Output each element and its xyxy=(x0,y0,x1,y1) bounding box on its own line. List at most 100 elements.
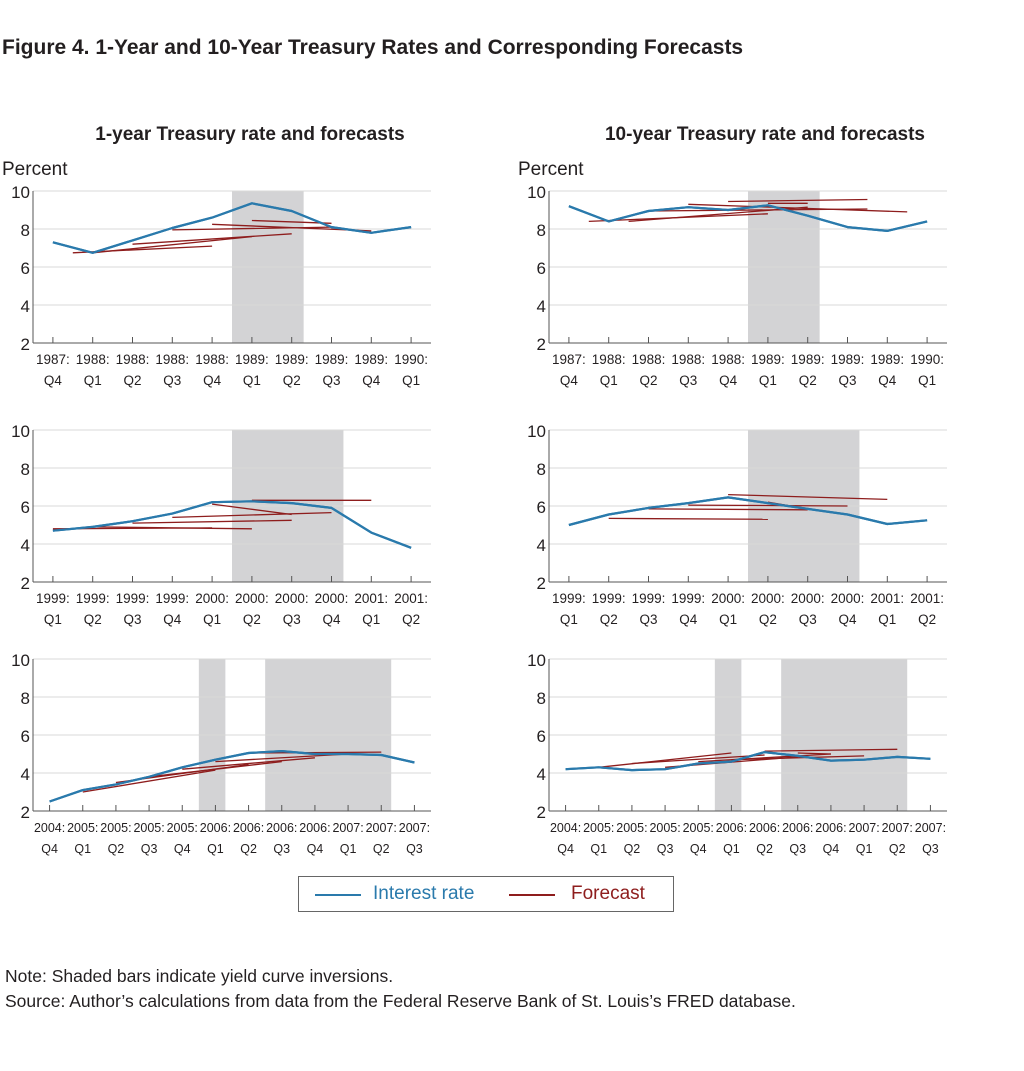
forecast-line xyxy=(212,503,292,516)
x-tick-label-year: 1987: xyxy=(36,352,70,367)
x-tick-label-year: 1999: xyxy=(116,591,150,606)
x-tick-label-year: 1988: xyxy=(592,352,626,367)
forecast-line xyxy=(92,235,252,254)
y-axis-label: Percent xyxy=(2,159,68,180)
x-tick-label-quarter: Q4 xyxy=(878,373,897,388)
forecast-line xyxy=(764,748,898,752)
x-tick-label-quarter: Q3 xyxy=(163,373,181,388)
x-tick-label-year: 2001: xyxy=(910,591,944,606)
x-tick-label-quarter: Q1 xyxy=(723,842,740,856)
x-tick-label-quarter: Q1 xyxy=(856,842,873,856)
x-tick-label-quarter: Q1 xyxy=(74,842,91,856)
y-tick-label: 4 xyxy=(21,297,30,316)
y-tick-label: 6 xyxy=(21,498,30,517)
x-tick-label-quarter: Q2 xyxy=(240,842,257,856)
x-tick-label-quarter: Q1 xyxy=(560,612,578,627)
x-tick-label-year: 2000: xyxy=(235,591,269,606)
x-tick-label-year: 2004: xyxy=(34,821,65,835)
interest-rate-line-top xyxy=(568,204,928,232)
y-tick-label: 2 xyxy=(537,335,546,354)
x-tick-label-quarter: Q3 xyxy=(141,842,158,856)
y-tick-label: 10 xyxy=(11,651,30,670)
x-tick-label-year: 2005: xyxy=(67,821,98,835)
notes: Note: Shaded bars indicate yield curve i… xyxy=(5,964,796,1014)
x-tick-label-quarter: Q2 xyxy=(918,612,936,627)
y-tick-label: 8 xyxy=(537,460,546,479)
x-tick-label-year: 2006: xyxy=(782,821,813,835)
x-tick-label-quarter: Q4 xyxy=(362,373,381,388)
x-tick-label-quarter: Q4 xyxy=(679,612,698,627)
y-tick-label: 4 xyxy=(537,536,546,555)
x-tick-label-year: 1989: xyxy=(235,352,269,367)
x-tick-label-quarter: Q3 xyxy=(838,373,856,388)
x-tick-label-year: 2006: xyxy=(815,821,846,835)
x-tick-label-year: 2007: xyxy=(332,821,363,835)
x-tick-label-quarter: Q1 xyxy=(759,373,777,388)
x-tick-label-year: 2007: xyxy=(399,821,430,835)
x-tick-label-quarter: Q1 xyxy=(84,373,102,388)
x-tick-label-year: 1989: xyxy=(870,352,904,367)
x-tick-label-quarter: Q2 xyxy=(600,612,618,627)
x-tick-label-quarter: Q2 xyxy=(799,373,817,388)
x-tick-label-year: 1999: xyxy=(592,591,626,606)
x-tick-label-year: 1988: xyxy=(76,352,110,367)
x-tick-label-year: 2005: xyxy=(133,821,164,835)
x-tick-label-quarter: Q1 xyxy=(243,373,261,388)
legend: Interest rate Forecast xyxy=(298,876,674,912)
x-tick-label-quarter: Q1 xyxy=(719,612,737,627)
y-tick-label: 8 xyxy=(537,221,546,240)
y-tick-label: 10 xyxy=(11,422,30,441)
forecast-line xyxy=(631,754,765,765)
x-tick-label-quarter: Q2 xyxy=(759,612,777,627)
x-tick-label-year: 1988: xyxy=(195,352,229,367)
y-tick-label: 8 xyxy=(21,221,30,240)
x-tick-label-quarter: Q4 xyxy=(838,612,857,627)
x-tick-label-year: 2006: xyxy=(200,821,231,835)
legend-forecast-swatch xyxy=(509,894,555,896)
interest-rate-line-top xyxy=(565,750,931,772)
x-tick-label-year: 1989: xyxy=(751,352,785,367)
y-tick-label: 2 xyxy=(21,574,30,593)
y-tick-label: 4 xyxy=(21,536,30,555)
forecast-line xyxy=(132,233,292,245)
y-tick-label: 4 xyxy=(537,765,546,784)
x-tick-label-quarter: Q3 xyxy=(123,612,141,627)
panel-title: 10-year Treasury rate and forecasts xyxy=(605,124,925,145)
x-tick-label-quarter: Q4 xyxy=(307,842,324,856)
x-tick-label-quarter: Q2 xyxy=(373,842,390,856)
x-tick-label-quarter: Q3 xyxy=(657,842,674,856)
chart-panel-4: 2 4 6 8 10 1999: Q1 1999: Q2 1999: Q3 1999: Q4 2000: Q… xyxy=(527,422,947,627)
forecast-line xyxy=(215,753,349,763)
x-tick-label-year: 1999: xyxy=(671,591,705,606)
x-tick-label-quarter: Q3 xyxy=(406,842,423,856)
x-tick-label-quarter: Q2 xyxy=(283,373,301,388)
forecast-line xyxy=(648,508,808,511)
x-tick-label-year: 2005: xyxy=(616,821,647,835)
x-tick-label-quarter: Q1 xyxy=(402,373,420,388)
x-tick-label-year: 1987: xyxy=(552,352,586,367)
x-tick-label-quarter: Q1 xyxy=(362,612,380,627)
forecast-line xyxy=(182,757,315,770)
y-axis-label: Percent xyxy=(518,159,584,180)
x-tick-label-year: 2005: xyxy=(683,821,714,835)
x-tick-label-year: 2004: xyxy=(550,821,581,835)
x-tick-label-year: 1989: xyxy=(354,352,388,367)
forecast-line xyxy=(698,753,831,763)
x-tick-label-year: 1988: xyxy=(671,352,705,367)
x-tick-label-year: 1989: xyxy=(831,352,865,367)
source-text: Source: Author’s calculations from data … xyxy=(5,991,796,1011)
x-tick-label-quarter: Q1 xyxy=(590,842,607,856)
x-tick-label-quarter: Q4 xyxy=(163,612,182,627)
x-tick-label-year: 2006: xyxy=(233,821,264,835)
y-tick-label: 6 xyxy=(537,259,546,278)
x-tick-label-year: 1988: xyxy=(116,352,150,367)
chart-panel-2: 2 4 6 8 10 1987: Q4 1988: Q1 1988: Q2 1988: Q3 1988: Q… xyxy=(518,124,947,388)
legend-forecast-label: Forecast xyxy=(571,883,645,904)
x-tick-label-quarter: Q1 xyxy=(340,842,357,856)
x-tick-label-year: 2006: xyxy=(266,821,297,835)
x-tick-label-quarter: Q3 xyxy=(922,842,939,856)
x-tick-label-quarter: Q1 xyxy=(878,612,896,627)
y-tick-label: 10 xyxy=(527,422,546,441)
forecast-line xyxy=(728,198,868,203)
forecast-line xyxy=(149,760,282,778)
